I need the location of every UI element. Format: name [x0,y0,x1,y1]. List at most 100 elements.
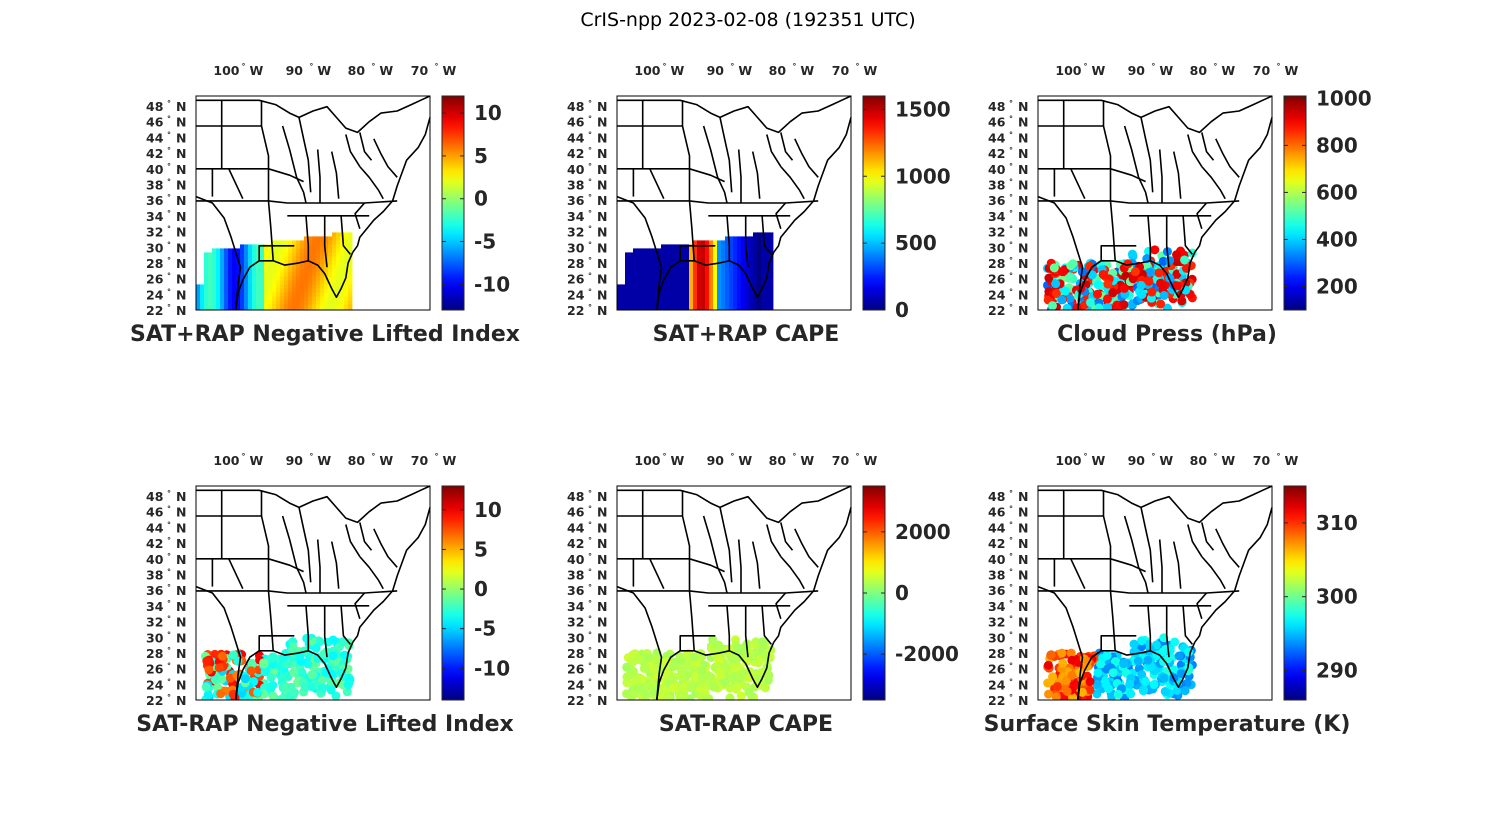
boundary-line [681,100,695,261]
swath-cell [232,292,237,297]
lat-hemisphere: N [176,178,186,193]
swath-cell [625,256,630,261]
swath-cell [220,280,225,285]
swath-cell [228,256,233,261]
swath-cell [308,304,313,309]
swath-cell [216,292,221,297]
lat-hemisphere: N [597,99,607,114]
swath-cell [637,288,642,293]
swath-cell [705,300,710,305]
obs-dot [1046,650,1056,660]
swath-cell [725,240,730,245]
degree-symbol: ° [167,489,171,498]
obs-dot [1108,288,1118,298]
swath-cell [725,308,730,310]
boundary-line [228,558,244,590]
swath-cell [633,284,638,289]
boundary-line [1038,485,1273,524]
swath-cell [733,264,738,269]
degree-symbol: ° [588,552,592,561]
swath-cell [216,268,221,273]
boundary-line [1165,215,1170,268]
obs-dot [663,693,673,700]
swath-cell [673,260,678,265]
degree-symbol: ° [588,662,592,671]
swath-cell [761,244,766,249]
swath-cell [681,288,686,293]
swath-cell [284,240,289,245]
swath-cell [665,248,670,253]
swath-cell [633,248,638,253]
swath-cell [316,292,321,297]
swath-cell [280,308,285,310]
swath-cell [284,288,289,293]
swath-cell [252,308,257,310]
lon-tick-label: 80 [769,453,787,468]
lat-tick-label: 22 [988,693,1005,708]
obs-dot [201,682,211,692]
swath-cell [625,284,630,289]
swath-cell [749,260,754,265]
swath-cell [332,276,337,281]
swath-cell [693,268,698,273]
swath-cell [216,252,221,257]
swath-cell [637,304,642,309]
obs-dot [1094,303,1104,310]
swath-cell [761,288,766,293]
swath-cell [649,284,654,289]
lat-tick-label: 42 [567,536,584,551]
swath-cell [733,272,738,277]
swath-cell [729,288,734,293]
swath-cell [316,260,321,265]
swath-cell [328,252,333,257]
swath-cell [340,280,345,285]
obs-dot [1048,672,1058,682]
lat-hemisphere: N [176,146,186,161]
obs-dot [202,656,212,666]
swath-cell [733,308,738,310]
swath-cell [324,308,329,310]
swath-cell [304,300,309,305]
swath-cell [741,272,746,277]
lat-tick-label: 38 [988,178,1005,193]
boundary-line [775,592,787,619]
swath-cell [753,284,758,289]
swath-cell [709,256,714,261]
swath-cell [769,296,774,301]
swath-cell [212,264,217,269]
lat-hemisphere: N [597,240,607,255]
degree-symbol: ° [167,303,171,312]
swath-cell [240,296,245,301]
obs-dot [315,637,325,647]
swath-cell [228,252,233,257]
swath-cell [312,256,317,261]
swath-cell [721,292,726,297]
swath-cell [749,248,754,253]
degree-symbol: ° [588,536,592,545]
obs-dot [729,671,739,681]
swath-cell [252,276,257,281]
swath-cell [336,284,341,289]
degree-symbol: ° [1009,225,1013,234]
swath-cell [617,300,622,305]
swath-cell [288,272,293,277]
degree-symbol: ° [1009,599,1013,608]
swath-cell [252,252,257,257]
swath-cell [637,272,642,277]
colorbar-frame [862,95,886,311]
swath-cell [669,268,674,273]
swath-cell [729,276,734,281]
swath-cell [284,296,289,301]
degree-symbol: ° [792,62,796,71]
lat-tick-label: 32 [988,225,1005,240]
swath-cell [208,308,213,310]
obs-dot [1123,259,1133,269]
swath-cell [324,240,329,245]
swath-cell [228,248,233,253]
degree-symbol: ° [1009,115,1013,124]
boundary-line [345,524,361,558]
degree-symbol: ° [588,568,592,577]
swath-cell [757,296,762,301]
obs-dot [1159,673,1169,683]
swath-cell [256,260,261,265]
